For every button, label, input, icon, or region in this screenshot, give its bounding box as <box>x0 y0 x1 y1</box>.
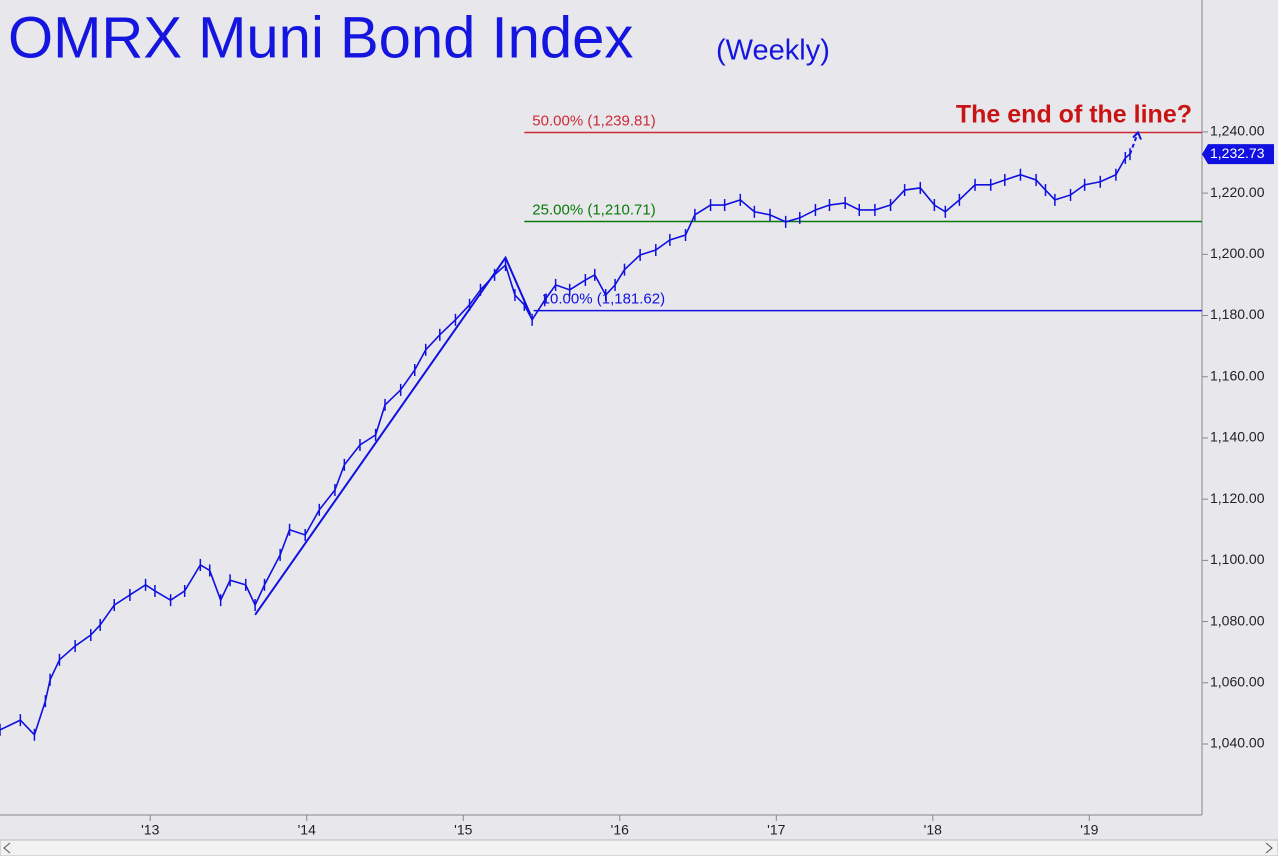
scrollbar[interactable] <box>0 839 1278 856</box>
x-tick-label: '17 <box>767 822 785 838</box>
last-price-box <box>1202 144 1274 165</box>
y-tick-label: 1,100.00 <box>1210 551 1265 567</box>
arrow-head <box>1132 130 1142 140</box>
level-label: 25.00% (1,210.71) <box>532 202 655 219</box>
x-tick-label: '16 <box>611 822 629 838</box>
y-tick-label: 1,160.00 <box>1210 367 1265 383</box>
last-price-label: 1,232.73 <box>1210 145 1265 161</box>
chart-subtitle: (Weekly) <box>716 35 830 67</box>
y-tick-label: 1,200.00 <box>1210 245 1265 261</box>
y-tick-label: 1,060.00 <box>1210 673 1265 689</box>
forecast-arrow <box>1129 132 1139 155</box>
scroll-right[interactable] <box>1265 842 1273 854</box>
x-tick-label: '15 <box>454 822 472 838</box>
annotation: The end of the line? <box>956 101 1192 129</box>
y-tick-label: 1,220.00 <box>1210 184 1265 200</box>
x-tick-label: '13 <box>141 822 159 838</box>
level-label: 10.00% (1,181.62) <box>542 291 665 308</box>
x-tick-label: '19 <box>1080 822 1098 838</box>
scroll-left[interactable] <box>3 842 11 854</box>
x-tick-label: '18 <box>924 822 942 838</box>
y-tick-label: 1,140.00 <box>1210 429 1265 445</box>
chart-title: OMRX Muni Bond Index <box>8 5 633 70</box>
y-tick-label: 1,240.00 <box>1210 123 1265 139</box>
y-tick-label: 1,080.00 <box>1210 612 1265 628</box>
level-label: 50.00% (1,239.81) <box>532 112 655 129</box>
y-tick-label: 1,180.00 <box>1210 306 1265 322</box>
y-tick-label: 1,040.00 <box>1210 735 1265 751</box>
x-tick-label: '14 <box>298 822 316 838</box>
y-tick-label: 1,120.00 <box>1210 490 1265 506</box>
trendline <box>254 255 532 616</box>
